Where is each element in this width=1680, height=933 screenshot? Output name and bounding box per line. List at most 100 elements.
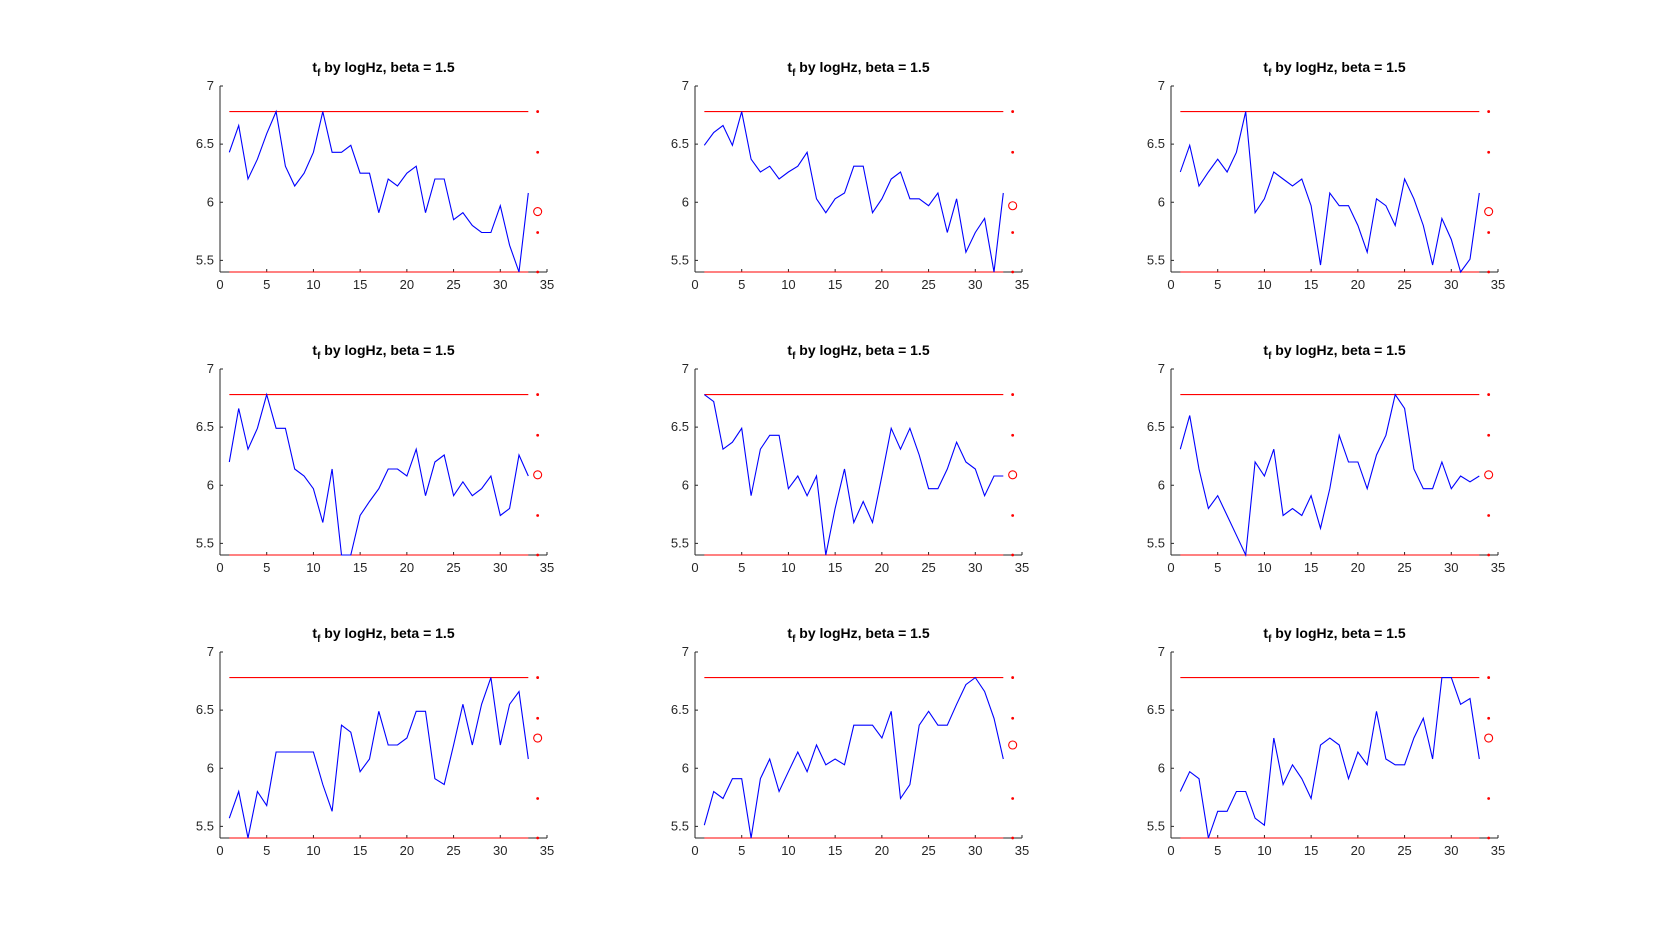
side-circle-marker bbox=[533, 733, 543, 743]
x-tick-label: 0 bbox=[691, 560, 698, 575]
side-circle-marker bbox=[1484, 470, 1494, 480]
subplot-7: tf by logHz, beta = 1.5 0 5 10 15 20 25 30 35 5.5… bbox=[196, 625, 554, 858]
x-tick-label: 15 bbox=[1304, 277, 1318, 292]
side-dot-marker bbox=[1487, 433, 1491, 437]
side-circle-marker bbox=[1008, 201, 1018, 211]
title-rest: by logHz, beta = 1.5 bbox=[320, 342, 454, 358]
y-tick-label: 7 bbox=[1158, 361, 1165, 376]
y-tick-label: 6.5 bbox=[671, 419, 689, 434]
series-line bbox=[228, 677, 529, 839]
side-dot-marker bbox=[536, 150, 540, 154]
x-tick-label: 30 bbox=[1444, 560, 1458, 575]
y-tick-label: 5.5 bbox=[671, 252, 689, 267]
y-tick-label: 6 bbox=[682, 760, 689, 775]
side-dot-marker bbox=[536, 433, 540, 437]
y-tick-label: 7 bbox=[207, 361, 214, 376]
x-tick-label: 5 bbox=[1214, 843, 1221, 858]
side-dot-marker bbox=[1011, 433, 1015, 437]
x-tick-label: 10 bbox=[306, 843, 320, 858]
subplot-3: tf by logHz, beta = 1.5 0 5 10 15 20 25 30 35 5.5… bbox=[1147, 59, 1505, 292]
y-tick-label: 6.5 bbox=[1147, 419, 1165, 434]
y-tick-label: 6 bbox=[207, 477, 214, 492]
y-tick-label: 6 bbox=[1158, 760, 1165, 775]
side-dot-marker bbox=[1487, 836, 1491, 840]
x-tick-label: 10 bbox=[1257, 560, 1271, 575]
x-tick-label: 35 bbox=[540, 843, 554, 858]
side-dot-marker bbox=[1487, 150, 1491, 154]
x-tick-label: 35 bbox=[540, 277, 554, 292]
y-tick-label: 5.5 bbox=[1147, 818, 1165, 833]
x-tick-label: 20 bbox=[875, 560, 889, 575]
x-tick-label: 20 bbox=[875, 277, 889, 292]
side-circle-marker bbox=[533, 207, 543, 217]
chart-title: tf by logHz, beta = 1.5 bbox=[312, 625, 454, 645]
side-dot-marker bbox=[536, 514, 540, 517]
series-line bbox=[703, 676, 1004, 839]
side-dot-marker bbox=[1487, 393, 1491, 396]
x-tick-label: 10 bbox=[1257, 277, 1271, 292]
title-rest: by logHz, beta = 1.5 bbox=[320, 59, 454, 75]
title-subscript: f bbox=[317, 351, 321, 362]
x-tick-label: 25 bbox=[1397, 843, 1411, 858]
side-dot-marker bbox=[1487, 514, 1491, 517]
subplot-8: tf by logHz, beta = 1.5 0 5 10 15 20 25 30 35 5.5… bbox=[671, 625, 1029, 858]
x-tick-label: 15 bbox=[828, 843, 842, 858]
x-tick-label: 20 bbox=[400, 560, 414, 575]
chart-title: tf by logHz, beta = 1.5 bbox=[787, 625, 929, 645]
side-dot-marker bbox=[536, 393, 540, 396]
x-tick-label: 20 bbox=[1351, 277, 1365, 292]
side-dot-marker bbox=[1011, 836, 1015, 840]
side-dot-marker bbox=[1011, 514, 1015, 517]
title-subscript: f bbox=[1268, 351, 1272, 362]
side-circle-marker bbox=[1484, 207, 1494, 217]
title-subscript: f bbox=[317, 634, 321, 645]
subplot-9: tf by logHz, beta = 1.5 0 5 10 15 20 25 30 35 5.5… bbox=[1147, 625, 1505, 858]
x-tick-label: 25 bbox=[446, 560, 460, 575]
x-tick-label: 5 bbox=[263, 560, 270, 575]
x-tick-label: 15 bbox=[353, 277, 367, 292]
side-dot-marker bbox=[536, 110, 540, 113]
side-dot-marker bbox=[1487, 553, 1491, 557]
side-dot-marker bbox=[536, 716, 540, 720]
side-circle-marker bbox=[533, 470, 543, 480]
y-tick-label: 7 bbox=[207, 78, 214, 93]
x-tick-label: 0 bbox=[216, 843, 223, 858]
title-base: t bbox=[787, 59, 792, 75]
subplot-6: tf by logHz, beta = 1.5 0 5 10 15 20 25 30 35 5.5… bbox=[1147, 342, 1505, 575]
y-tick-label: 7 bbox=[682, 644, 689, 659]
series-line bbox=[1179, 677, 1480, 839]
y-tick-label: 7 bbox=[1158, 78, 1165, 93]
y-tick-label: 6.5 bbox=[196, 136, 214, 151]
x-tick-label: 15 bbox=[1304, 560, 1318, 575]
x-tick-label: 30 bbox=[968, 277, 982, 292]
x-tick-label: 0 bbox=[691, 277, 698, 292]
side-circle-marker bbox=[1484, 733, 1494, 743]
title-base: t bbox=[1263, 625, 1268, 641]
y-tick-label: 6 bbox=[207, 760, 214, 775]
title-subscript: f bbox=[792, 634, 796, 645]
x-tick-label: 10 bbox=[781, 277, 795, 292]
x-tick-label: 0 bbox=[691, 843, 698, 858]
x-tick-label: 30 bbox=[1444, 843, 1458, 858]
x-tick-label: 30 bbox=[968, 560, 982, 575]
chart-title: tf by logHz, beta = 1.5 bbox=[1263, 625, 1405, 645]
x-tick-label: 15 bbox=[353, 843, 367, 858]
subplot-5: tf by logHz, beta = 1.5 0 5 10 15 20 25 30 35 5.5… bbox=[671, 342, 1029, 575]
x-tick-label: 35 bbox=[1491, 277, 1505, 292]
subplot-2: tf by logHz, beta = 1.5 0 5 10 15 20 25 30 35 5.5… bbox=[671, 59, 1029, 292]
x-tick-label: 25 bbox=[446, 843, 460, 858]
side-dot-marker bbox=[1011, 110, 1015, 113]
side-dot-marker bbox=[1487, 270, 1491, 274]
x-tick-label: 35 bbox=[1015, 843, 1029, 858]
side-dot-marker bbox=[1487, 676, 1491, 679]
side-dot-marker bbox=[1011, 150, 1015, 154]
x-tick-label: 0 bbox=[1167, 843, 1174, 858]
title-rest: by logHz, beta = 1.5 bbox=[1271, 59, 1405, 75]
y-tick-label: 6 bbox=[1158, 477, 1165, 492]
x-tick-label: 20 bbox=[1351, 843, 1365, 858]
side-dot-marker bbox=[1487, 716, 1491, 720]
chart-title: tf by logHz, beta = 1.5 bbox=[787, 59, 929, 79]
y-tick-label: 5.5 bbox=[671, 818, 689, 833]
x-tick-label: 25 bbox=[1397, 277, 1411, 292]
y-tick-label: 6 bbox=[682, 477, 689, 492]
